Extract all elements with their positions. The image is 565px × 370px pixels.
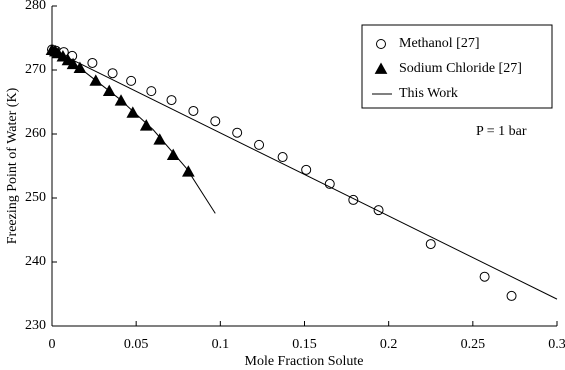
data-point — [210, 116, 221, 127]
y-tick-label: 240 — [25, 254, 46, 269]
x-tick-label: 0.2 — [380, 337, 398, 352]
data-point — [254, 139, 265, 150]
x-tick-label: 0.15 — [292, 337, 317, 352]
x-tick-label: 0.3 — [548, 337, 565, 352]
data-point — [277, 152, 288, 163]
x-tick-label: 0 — [49, 337, 56, 352]
legend-box — [361, 24, 553, 109]
y-tick-label: 230 — [25, 318, 46, 333]
legend-swatch — [376, 39, 386, 49]
y-axis-label: Freezing Point of Water (K) — [5, 87, 20, 244]
data-point — [188, 105, 199, 116]
x-tick-label: 0.25 — [461, 337, 486, 352]
data-point — [126, 106, 140, 118]
y-tick-label: 280 — [25, 0, 46, 13]
data-point — [139, 119, 153, 131]
data-point — [479, 271, 490, 282]
data-point — [373, 205, 384, 216]
legend-swatch — [374, 62, 388, 74]
data-point — [153, 133, 167, 145]
x-axis-label: Mole Fraction Solute — [245, 354, 364, 369]
x-tick-label: 0.05 — [124, 337, 149, 352]
x-tick-label: 0.1 — [212, 337, 230, 352]
data-point — [146, 86, 157, 97]
data-point — [87, 57, 98, 68]
y-tick-label: 250 — [25, 190, 46, 205]
data-line — [51, 49, 558, 300]
data-point — [107, 68, 118, 79]
data-point — [506, 290, 517, 301]
data-point — [166, 148, 180, 161]
data-point — [301, 164, 312, 175]
legend-label: Methanol [27] — [399, 36, 479, 51]
data-point — [425, 239, 436, 250]
legend-label: This Work — [399, 86, 458, 101]
y-tick-label: 270 — [25, 62, 46, 77]
annotation: P = 1 bar — [476, 124, 527, 139]
y-tick-label: 260 — [25, 126, 46, 141]
data-point — [166, 95, 177, 106]
data-point — [232, 127, 243, 138]
data-point — [126, 75, 137, 86]
legend-label: Sodium Chloride [27] — [399, 61, 522, 76]
